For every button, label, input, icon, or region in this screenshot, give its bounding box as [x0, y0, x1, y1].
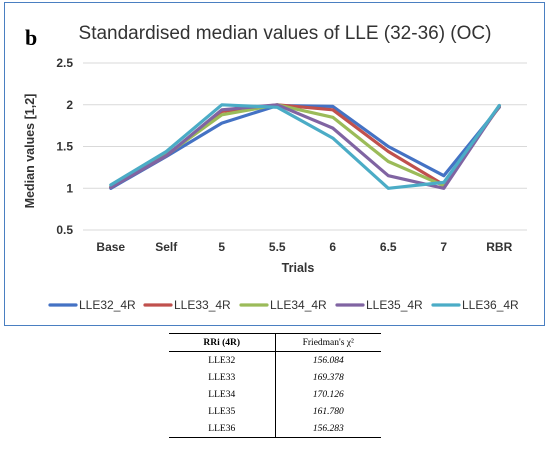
x-tick-label: 7 — [440, 240, 447, 254]
x-tick-label: 5 — [218, 240, 225, 254]
chart-title: Standardised median values of LLE (32-36… — [79, 23, 492, 44]
table-cell-value: 170.126 — [312, 389, 344, 400]
y-axis-ticks: 0.5 1 1.5 2 2.5 — [56, 56, 73, 237]
friedman-table: RRi (4R) Friedman's χ² LLE32 156.084 LLE… — [169, 333, 381, 438]
table-cell-value: 156.283 — [312, 423, 344, 434]
table-cell-value: 169.378 — [312, 372, 344, 383]
y-tick-label: 2.5 — [56, 56, 73, 70]
table-cell-label: LLE34 — [169, 386, 276, 403]
table-cell-value: 161.780 — [312, 406, 344, 417]
y-tick-label: 0.5 — [56, 223, 73, 237]
legend-label: LLE35_4R — [366, 298, 423, 312]
legend-label: LLE33_4R — [174, 298, 231, 312]
table-cell-label: LLE32 — [169, 351, 276, 369]
y-tick-label: 2 — [66, 98, 73, 112]
table-row: LLE32 156.084 — [169, 351, 381, 369]
table-cell-label: LLE33 — [169, 369, 276, 386]
table-cell-value: 156.084 — [312, 355, 344, 366]
x-tick-label: RBR — [486, 240, 512, 254]
table-row: LLE35 161.780 — [169, 403, 381, 420]
table-header-rri: RRi (4R) — [169, 333, 276, 352]
table-header-friedman: Friedman's χ² — [302, 337, 354, 348]
x-tick-label: Base — [96, 240, 125, 254]
series-line-lle36-4r — [109, 103, 501, 190]
table-cell-label: LLE35 — [169, 403, 276, 420]
x-tick-label: 6.5 — [380, 240, 397, 254]
panel-letter: b — [25, 25, 37, 50]
table-row: LLE33 169.378 — [169, 369, 381, 386]
legend-label: LLE34_4R — [270, 298, 327, 312]
gridlines — [83, 62, 527, 231]
x-tick-label: 6 — [329, 240, 336, 254]
table-row: LLE36 156.283 — [169, 420, 381, 438]
x-axis-ticks: Base Self 5 5.5 6 6.5 7 RBR — [96, 240, 512, 254]
table-cell-label: LLE36 — [169, 420, 276, 438]
legend: LLE32_4R LLE33_4R LLE34_4R LLE35_4R LLE36_4R — [48, 298, 519, 312]
table-header-row: RRi (4R) Friedman's χ² — [169, 333, 381, 352]
series-line-lle35-4r — [109, 103, 501, 190]
series-lines — [109, 103, 501, 190]
legend-label: LLE32_4R — [79, 298, 136, 312]
line-chart: b Standardised median values of LLE (32-… — [23, 23, 527, 312]
y-tick-label: 1.5 — [56, 140, 73, 154]
chart-panel: b Standardised median values of LLE (32-… — [4, 2, 545, 326]
x-tick-label: 5.5 — [269, 240, 286, 254]
y-tick-label: 1 — [66, 181, 73, 195]
table-row: LLE34 170.126 — [169, 386, 381, 403]
legend-label: LLE36_4R — [462, 298, 519, 312]
x-tick-label: Self — [155, 240, 178, 254]
y-axis-title: Median values [1,2] — [23, 94, 37, 209]
x-axis-title: Trials — [282, 261, 315, 275]
